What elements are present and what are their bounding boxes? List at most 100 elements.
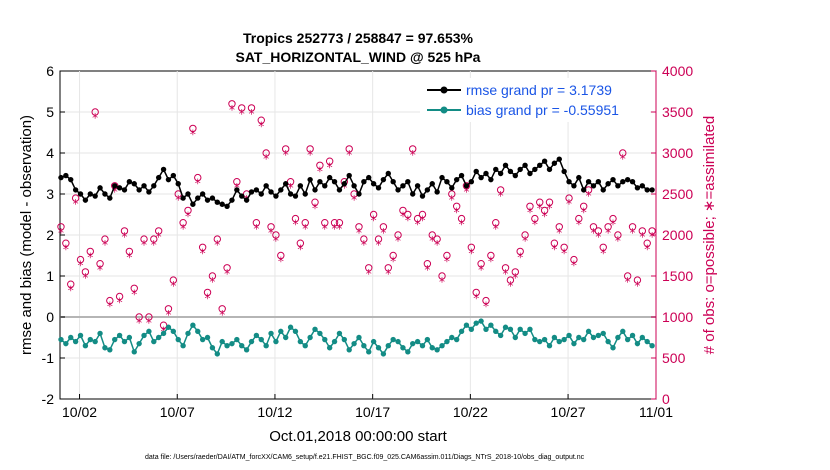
obs-assimilated-point: * <box>327 160 333 174</box>
y-tick-label: 6 <box>46 63 54 79</box>
obs-possible-point <box>536 198 544 206</box>
obs-possible-point <box>369 210 378 219</box>
obs-assimilated-point: * <box>126 251 132 265</box>
obs-possible-point <box>194 173 202 182</box>
obs-assimilated-point: * <box>73 197 79 211</box>
obs-assimilated-point: * <box>634 279 640 293</box>
obs-possible-point <box>443 251 451 260</box>
obs-possible-point <box>648 227 656 235</box>
obs-possible-point <box>233 178 241 186</box>
obs-possible-point <box>565 194 573 202</box>
obs-possible-point <box>71 194 80 202</box>
obs-possible-point <box>545 198 554 206</box>
legend: rmse grand pr = 3.1739 bias grand pr = -… <box>420 78 650 122</box>
bias-point <box>556 338 562 345</box>
bias-point <box>165 324 172 330</box>
obs-possible-point <box>579 202 588 211</box>
rmse-point <box>605 181 611 187</box>
rmse-point <box>346 172 352 179</box>
obs-possible-point <box>506 276 515 284</box>
obs-assimilated-point: * <box>283 148 289 162</box>
obs-possible-point <box>198 243 207 252</box>
obs-possible-point <box>306 145 314 153</box>
rmse-point <box>307 176 313 183</box>
rmse-point <box>390 179 396 185</box>
bias-point <box>312 326 318 332</box>
obs-assimilated-point: * <box>292 218 298 232</box>
obs-assimilated-point: * <box>366 267 372 281</box>
obs-possible-point <box>467 243 476 252</box>
obs-assimilated-point: * <box>219 308 225 322</box>
obs-assimilated-point: * <box>87 251 93 265</box>
bias-point <box>273 338 279 345</box>
legend-bias-label: bias grand pr = -0.55951 <box>466 102 619 118</box>
bias-point <box>63 340 69 347</box>
bias-point <box>229 340 235 347</box>
legend-rmse-marker <box>440 86 448 94</box>
rmse-point <box>151 183 157 189</box>
y-tick-label: -1 <box>42 350 55 366</box>
obs-assimilated-point: * <box>317 164 323 178</box>
obs-possible-point <box>145 313 153 321</box>
obs-assimilated-point: * <box>498 189 504 203</box>
obs-possible-point <box>360 235 368 243</box>
obs-assimilated-point: * <box>185 210 191 224</box>
bias-point <box>326 345 333 351</box>
bias-point <box>634 340 641 347</box>
obs-possible-point <box>189 124 197 133</box>
rmse-point <box>380 176 387 183</box>
bias-point <box>195 328 201 335</box>
obs-possible-point <box>540 206 549 215</box>
bias-point <box>116 332 123 339</box>
rmse-point <box>541 158 548 164</box>
bias-point <box>576 334 582 341</box>
bias-point <box>136 340 142 347</box>
obs-possible-point <box>86 247 94 256</box>
obs-assimilated-point: * <box>322 222 328 236</box>
obs-possible-point <box>184 206 192 215</box>
bias-point <box>410 340 416 347</box>
y-tick-label: 4 <box>46 145 54 161</box>
bias-point <box>497 332 504 339</box>
obs-assimilated-point: * <box>385 267 391 281</box>
obs-assimilated-point: * <box>302 222 308 236</box>
obs-assimilated-point: * <box>649 230 655 244</box>
obs-assimilated-point: * <box>165 308 171 322</box>
bias-point <box>234 336 240 343</box>
bias-point <box>541 336 548 343</box>
obs-possible-point <box>619 149 627 157</box>
bias-point <box>366 349 372 355</box>
x-tick-label: 10/27 <box>551 404 586 420</box>
obs-possible-point <box>448 190 456 198</box>
obs-possible-point <box>413 214 422 223</box>
obs-assimilated-point: * <box>620 152 626 166</box>
x-axis-ticks: 10/02 10/07 10/12 10/17 10/22 10/27 11/01 <box>62 394 673 420</box>
obs-possible-point <box>247 104 256 112</box>
bias-point <box>248 338 255 345</box>
rmse-point <box>644 187 650 193</box>
rmse-point <box>107 195 113 201</box>
obs-possible-point <box>633 276 642 284</box>
rmse-point <box>341 181 348 187</box>
y-tick-label: 5 <box>46 104 54 120</box>
rmse-point <box>449 185 455 191</box>
obs-assimilated-point: * <box>351 193 357 207</box>
bias-point <box>458 328 465 335</box>
rmse-point <box>585 179 592 185</box>
obs-assimilated-point: * <box>532 218 538 232</box>
obs-assimilated-point: * <box>92 111 98 125</box>
bias-point <box>620 328 626 335</box>
obs-possible-point <box>623 272 632 280</box>
rmse-point <box>566 179 572 185</box>
obs-assimilated-point: * <box>209 275 215 289</box>
obs-assimilated-point: * <box>97 263 103 277</box>
rmse-point <box>214 199 221 205</box>
bias-point <box>566 332 572 339</box>
obs-possible-point <box>560 243 568 252</box>
rmse-point <box>278 187 284 193</box>
obs-possible-point <box>154 227 163 235</box>
bias-point <box>263 343 269 349</box>
obs-possible-point <box>594 227 603 235</box>
obs-possible-point <box>438 272 446 280</box>
obs-assimilated-point: * <box>615 234 621 248</box>
